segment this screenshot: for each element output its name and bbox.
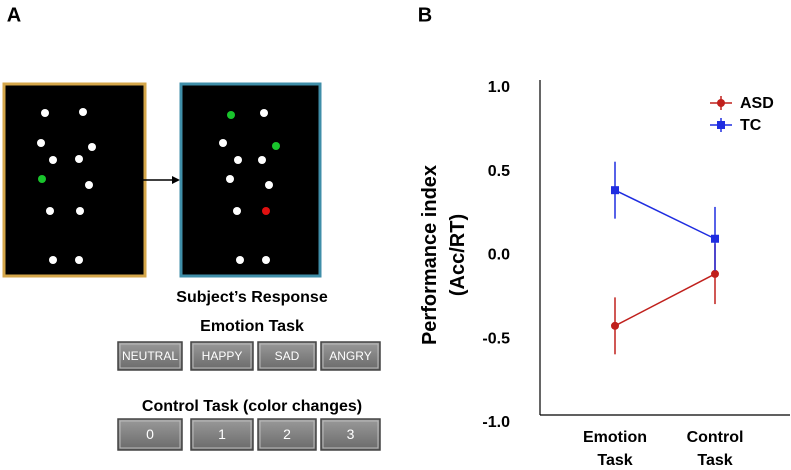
button-label: SAD [275,349,300,363]
button [320,341,381,371]
arrow [140,176,180,184]
button-label: 2 [283,426,291,442]
button [117,341,183,371]
point [711,234,719,243]
button-highlight [119,420,181,449]
y-tick-label: 0.0 [488,247,510,264]
button-highlight [119,343,181,369]
point [717,99,725,107]
y-tick-label: 0.5 [488,163,510,180]
button-label: 3 [347,426,355,442]
button-label: HAPPY [202,349,243,363]
button-highlight [322,420,379,449]
button [117,418,183,451]
button-highlight [192,343,252,369]
series-line [614,273,716,327]
button-highlight [259,420,315,449]
series-line [614,189,716,240]
panel-label: B [418,4,432,26]
point [717,121,725,129]
x-tick-label: Emotion Task [583,429,647,469]
button-highlight [192,420,252,449]
point [611,321,619,330]
control-title: Control Task (color changes) [142,398,362,415]
button-highlight [259,343,315,369]
button-label: 0 [146,426,154,442]
point [611,186,619,195]
y-tick-label: -0.5 [482,330,510,347]
stimulus-left [2,82,147,278]
y-axis-label-line: (Acc/RT) [447,214,469,296]
button-label: 1 [218,426,226,442]
button [257,341,317,371]
panel-label: A [7,4,21,26]
button [257,418,317,451]
point [711,269,719,278]
y-axis-label: Performance index (Acc/RT) [419,165,469,345]
emotion-title: Emotion Task [200,318,304,335]
y-axis-label-line: Performance index [419,165,441,345]
legend-label: ASD [740,95,774,112]
button [190,418,254,451]
response-title: Subject’s Response [176,289,328,306]
button-highlight [322,343,379,369]
stimulus-right [179,82,322,278]
button [190,341,254,371]
legend-label: TC [740,117,762,134]
y-tick-label: 1.0 [488,79,510,96]
button [320,418,381,451]
x-tick-label: Control Task [687,429,744,469]
button-label: NEUTRAL [122,349,178,363]
button-label: ANGRY [329,349,371,363]
y-tick-label: -1.0 [482,414,510,431]
